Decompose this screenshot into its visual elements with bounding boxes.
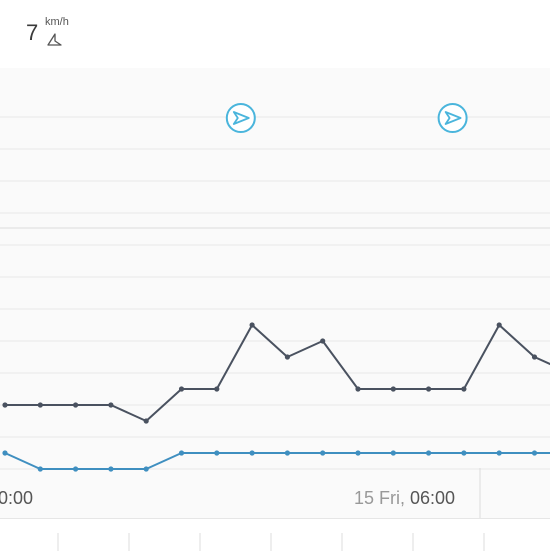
data-point-dark xyxy=(249,322,255,328)
data-point-dark xyxy=(426,386,432,392)
data-point-blue xyxy=(426,450,432,456)
data-point-dark xyxy=(284,354,290,360)
data-point-dark xyxy=(355,386,361,392)
forecast-chart[interactable]: 0:00 15 Fri, 06:00 xyxy=(0,68,550,518)
x-axis-label: 0:00 xyxy=(0,488,33,508)
data-point-dark xyxy=(496,322,502,328)
data-point-dark xyxy=(73,402,79,408)
data-point-blue xyxy=(461,450,467,456)
wind-header: 7 km/h xyxy=(0,0,550,68)
x-axis-label: 15 Fri, 06:00 xyxy=(354,488,455,508)
data-point-blue xyxy=(73,466,79,472)
data-point-dark xyxy=(108,402,114,408)
wind-direction-icon xyxy=(225,103,256,133)
forecast-chart-svg: 0:00 15 Fri, 06:00 xyxy=(0,103,550,518)
data-point-blue xyxy=(496,450,502,456)
data-point-dark xyxy=(320,338,326,344)
data-point-dark xyxy=(390,386,396,392)
wind-speed-value: 7 xyxy=(26,20,39,45)
series-line-blue xyxy=(4,452,550,470)
data-point-dark xyxy=(214,386,220,392)
series-line-dark xyxy=(5,324,550,422)
data-point-blue xyxy=(108,466,114,472)
data-point-dark xyxy=(178,386,185,392)
data-point-blue xyxy=(284,450,290,456)
data-point-blue xyxy=(355,450,361,456)
data-point-blue xyxy=(143,466,149,472)
data-point-dark xyxy=(531,354,538,360)
timeline-strip[interactable] xyxy=(0,518,550,551)
data-point-blue xyxy=(390,450,396,456)
data-point-blue xyxy=(37,466,43,472)
data-point-blue xyxy=(249,450,255,456)
data-point-dark xyxy=(2,402,8,408)
wind-speed-unit: km/h xyxy=(45,16,69,28)
wind-direction-icon xyxy=(437,103,468,133)
data-point-blue xyxy=(531,450,538,456)
data-point-blue xyxy=(320,450,326,456)
data-point-blue xyxy=(2,450,8,456)
data-point-dark xyxy=(143,418,149,424)
data-point-blue xyxy=(214,450,220,456)
data-point-dark xyxy=(461,386,467,392)
wind-direction-arrow-icon xyxy=(47,33,62,46)
data-point-dark xyxy=(37,402,43,408)
timeline-ticks xyxy=(57,533,485,551)
data-point-blue xyxy=(178,450,185,456)
